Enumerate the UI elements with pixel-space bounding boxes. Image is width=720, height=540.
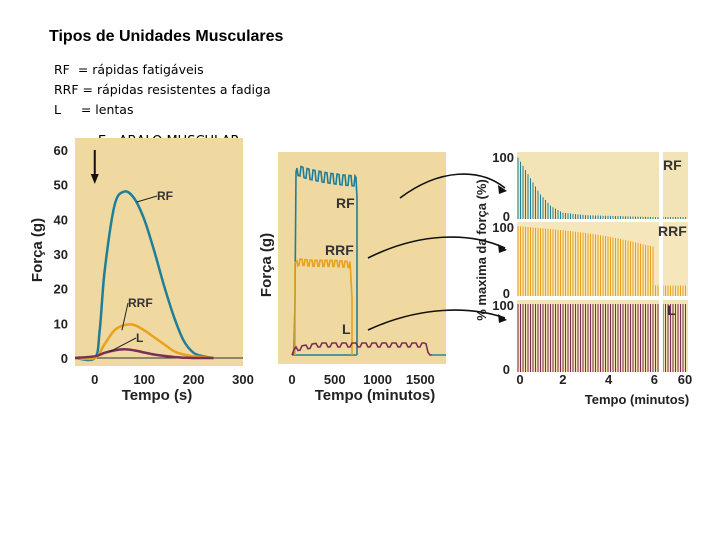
x-tick-label: 200 xyxy=(183,372,205,387)
x-tick-label: 0 xyxy=(288,372,295,387)
x-tick-label: 6 xyxy=(651,372,658,387)
legend-text: = rápidas resistentes a fadiga xyxy=(82,82,271,97)
legend-text: = rápidas fatigáveis xyxy=(77,62,204,77)
y-axis-label: Força (g) xyxy=(258,233,275,297)
annotation-leader xyxy=(121,302,129,331)
twitch-panel-background xyxy=(75,138,243,366)
annotation-leader xyxy=(136,195,158,203)
y-axis-label: % maxima da força (%) xyxy=(474,179,489,321)
legend-row-rf: RF = rápidas fatigáveis xyxy=(54,60,271,80)
series-line-rf xyxy=(74,190,214,362)
y-tick-label: 100 xyxy=(492,298,514,313)
connector-arrow-head xyxy=(498,185,507,194)
annotation-label: RF xyxy=(336,195,355,211)
y-tick-label: 0 xyxy=(503,286,510,301)
annotation-label: RRF xyxy=(325,242,354,258)
y-tick-label: 30 xyxy=(54,247,68,262)
legend-code: RRF xyxy=(54,82,83,97)
x-tick-label: 1000 xyxy=(363,372,392,387)
x-tick-label: 0 xyxy=(516,372,523,387)
y-tick-label: 0 xyxy=(503,362,510,377)
legend-text: = lentas xyxy=(80,102,134,117)
y-tick-label: 10 xyxy=(54,316,68,331)
y-tick-label: 20 xyxy=(54,282,68,297)
annotation-label: L xyxy=(342,321,351,337)
y-tick-label: 40 xyxy=(54,212,68,227)
x-axis-label: Tempo (s) xyxy=(122,387,193,404)
x-tick-label: 1500 xyxy=(406,372,435,387)
connector-arrow xyxy=(399,173,506,199)
series-line-l xyxy=(74,348,214,360)
legend-code: L xyxy=(54,102,81,117)
y-tick-label: 0 xyxy=(61,351,68,366)
series-line-l xyxy=(291,342,432,356)
x-tick-label: 500 xyxy=(324,372,346,387)
x-tick-label: 0 xyxy=(91,372,98,387)
annotation-label: RRF xyxy=(658,223,687,239)
annotation-label: L xyxy=(136,331,143,345)
page-title: Tipos de Unidades Musculares xyxy=(49,28,284,45)
fiber-type-legend: RF = rápidas fatigáveis RRF = rápidas re… xyxy=(54,60,271,120)
twitch-chart: 0 10 20 30 40 50 60 0 100 200 300 Tempo (s) Força (g… xyxy=(29,143,254,404)
x-tick-label: 60 xyxy=(678,372,692,387)
x-tick-label: 300 xyxy=(232,372,254,387)
annotation-label: RF xyxy=(157,189,173,203)
x-axis-label: Tempo (minutos) xyxy=(315,387,436,404)
x-axis-label: Tempo (minutos) xyxy=(585,392,689,407)
connector-arrow xyxy=(367,309,506,331)
connector-arrow xyxy=(367,236,506,259)
legend-row-rrf: RRF = rápidas resistentes a fadiga xyxy=(54,80,271,100)
y-tick-label: 100 xyxy=(492,150,514,165)
annotation-label: RF xyxy=(663,157,682,173)
tetanus-panel-background xyxy=(278,152,446,364)
connector-arrow-head xyxy=(498,244,507,253)
y-tick-label: 50 xyxy=(54,178,68,193)
axis-break xyxy=(659,150,663,374)
series-line-rrf xyxy=(294,258,353,355)
series-line-rrf xyxy=(74,323,214,361)
x-tick-label: 100 xyxy=(133,372,155,387)
series-line-rf xyxy=(294,165,358,301)
y-tick-label: 0 xyxy=(503,209,510,224)
legend-code: RF xyxy=(54,62,78,77)
y-axis-label: Força (g) xyxy=(29,218,46,282)
x-tick-label: 4 xyxy=(605,372,613,387)
x-tick-label: 2 xyxy=(559,372,566,387)
stimulus-arrow-head xyxy=(90,174,99,184)
legend-row-l: L = lentas xyxy=(54,100,271,120)
annotation-leader xyxy=(109,337,137,353)
annotation-label: L xyxy=(667,302,676,318)
connector-arrow-head xyxy=(498,314,507,323)
y-tick-label: 60 xyxy=(54,143,68,158)
connector-arrows xyxy=(367,173,507,331)
annotation-label: RRF xyxy=(128,296,153,310)
y-tick-label: 100 xyxy=(492,220,514,235)
